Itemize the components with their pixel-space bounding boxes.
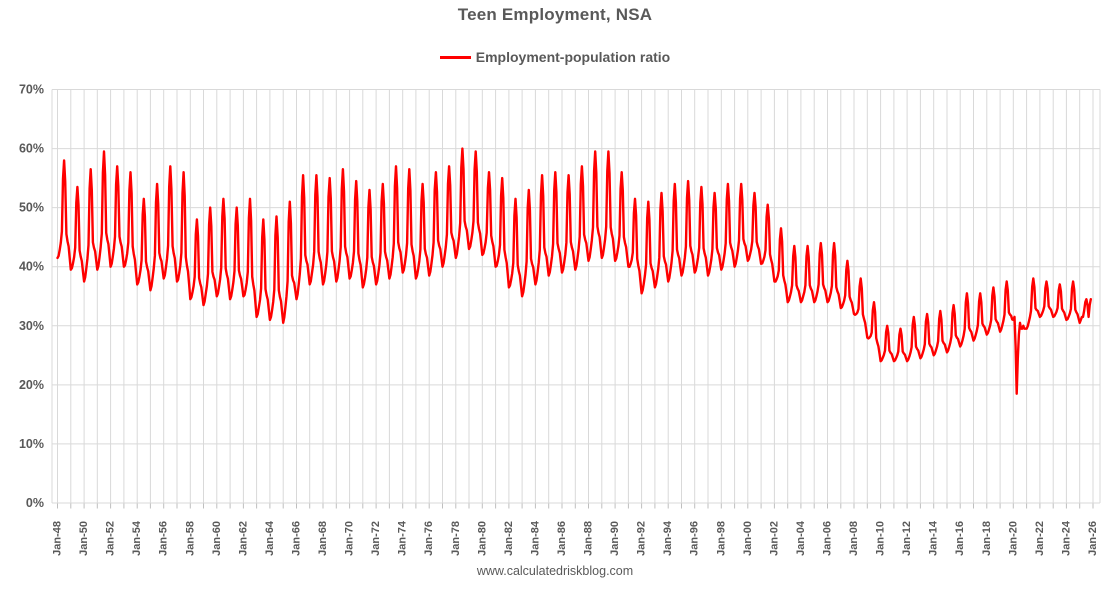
y-axis-label: 70% bbox=[19, 83, 44, 97]
x-axis-label: Jan-10 bbox=[875, 521, 887, 556]
x-axis-label: Jan-22 bbox=[1034, 521, 1046, 556]
x-axis-label: Jan-76 bbox=[423, 521, 435, 556]
x-axis-label: Jan-86 bbox=[556, 521, 568, 556]
x-axis-label: Jan-50 bbox=[78, 521, 90, 556]
legend-label: Employment-population ratio bbox=[475, 49, 671, 65]
y-axis-label: 60% bbox=[19, 142, 44, 156]
x-axis-label: Jan-94 bbox=[662, 520, 674, 556]
x-axis-label: Jan-92 bbox=[636, 521, 648, 556]
x-axis-label: Jan-74 bbox=[397, 520, 409, 556]
x-axis-label: Jan-78 bbox=[450, 521, 462, 556]
x-axis-label: Jan-82 bbox=[503, 521, 515, 556]
x-axis-label: Jan-62 bbox=[237, 521, 249, 556]
series-line-employment-population-ratio bbox=[56, 147, 1093, 395]
x-axis-label: Jan-66 bbox=[291, 521, 303, 556]
legend: Employment-population ratio bbox=[0, 49, 1110, 65]
x-axis-label: Jan-20 bbox=[1007, 521, 1019, 556]
legend-line-swatch bbox=[439, 55, 471, 59]
y-axis-label: 40% bbox=[19, 260, 44, 274]
x-axis-label: Jan-88 bbox=[583, 521, 595, 556]
x-axis-label: Jan-12 bbox=[901, 521, 913, 556]
x-axis-label: Jan-80 bbox=[476, 521, 488, 556]
x-axis-label: Jan-06 bbox=[822, 521, 834, 556]
x-axis-label: Jan-84 bbox=[529, 520, 541, 556]
watermark: www.calculatedriskblog.com bbox=[476, 564, 634, 578]
x-axis-label: Jan-08 bbox=[848, 521, 860, 556]
x-axis-label: Jan-72 bbox=[370, 521, 382, 556]
x-axis-label: Jan-64 bbox=[264, 520, 276, 556]
x-axis-label: Jan-68 bbox=[317, 521, 329, 556]
x-axis-label: Jan-96 bbox=[689, 521, 701, 556]
x-axis-label: Jan-18 bbox=[981, 521, 993, 556]
x-axis-label: Jan-24 bbox=[1060, 520, 1072, 556]
y-axis-label: 50% bbox=[19, 201, 44, 215]
y-axis-label: 10% bbox=[19, 437, 44, 451]
x-axis-label: Jan-14 bbox=[928, 520, 940, 556]
y-axis-label: 0% bbox=[26, 496, 44, 510]
x-axis-label: Jan-16 bbox=[954, 521, 966, 556]
x-axis-label: Jan-48 bbox=[52, 521, 64, 556]
x-axis-label: Jan-02 bbox=[768, 521, 780, 556]
y-axis-label: 20% bbox=[19, 378, 44, 392]
x-axis-label: Jan-58 bbox=[184, 521, 196, 556]
chart-title: Teen Employment, NSA bbox=[457, 5, 653, 24]
x-axis-label: Jan-04 bbox=[795, 520, 807, 556]
x-axis-label: Jan-98 bbox=[715, 521, 727, 556]
y-axis-label: 30% bbox=[19, 319, 44, 333]
x-axis-label: Jan-56 bbox=[158, 521, 170, 556]
x-axis-label: Jan-70 bbox=[344, 521, 356, 556]
x-axis-label: Jan-90 bbox=[609, 521, 621, 556]
x-axis-label: Jan-26 bbox=[1087, 521, 1099, 556]
x-axis-label: Jan-00 bbox=[742, 521, 754, 556]
x-axis-label: Jan-60 bbox=[211, 521, 223, 556]
x-axis-label: Jan-52 bbox=[105, 521, 117, 556]
x-axis-label: Jan-54 bbox=[131, 520, 143, 556]
